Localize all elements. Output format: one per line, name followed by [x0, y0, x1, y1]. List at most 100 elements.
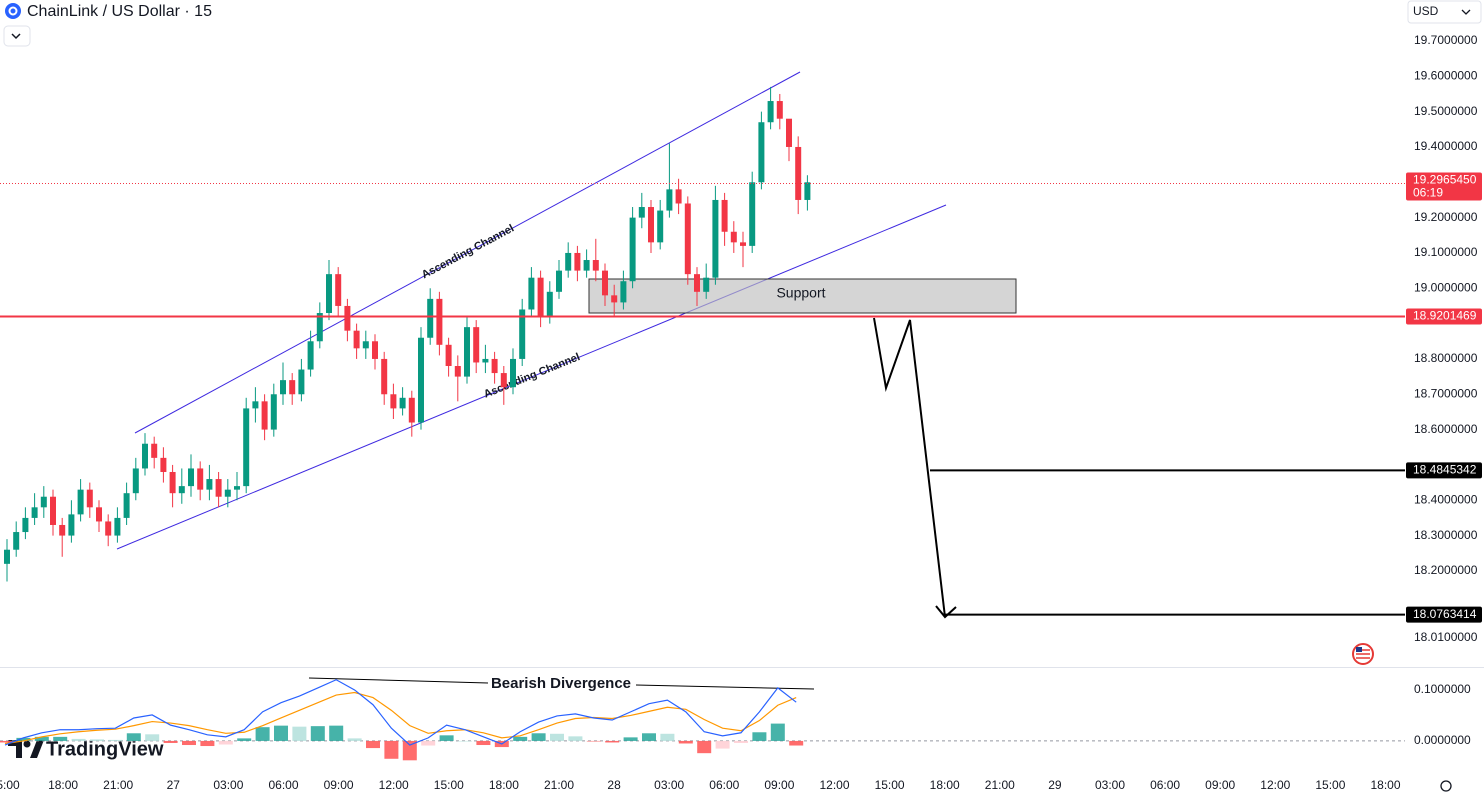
candle-body	[399, 397, 406, 409]
candle-body	[519, 309, 526, 359]
y-tick-label: 18.6000000	[1414, 422, 1478, 436]
candle-body	[234, 486, 240, 490]
y-tick-label: 18.0100000	[1414, 630, 1478, 644]
candle-body	[243, 408, 250, 487]
candle-body	[77, 489, 84, 515]
y-tick-label: 18.8000000	[1414, 351, 1478, 365]
histogram-bar	[200, 740, 215, 747]
candle-body	[151, 443, 158, 458]
histogram-bar	[292, 726, 307, 741]
x-tick-label: 12:00	[819, 778, 849, 792]
candle-body	[565, 252, 572, 271]
candle-body	[50, 496, 56, 525]
candle-body	[188, 468, 194, 487]
x-tick-label: 29	[1048, 778, 1062, 792]
histogram-bar	[347, 738, 362, 741]
channel-lower[interactable]	[116, 204, 947, 550]
candle-body	[40, 496, 47, 508]
price-badge-label: 18.4845342	[1413, 463, 1477, 477]
symbol-logo-inner	[8, 6, 18, 16]
x-tick-label: 03:00	[213, 778, 243, 792]
histogram-bar	[421, 740, 436, 746]
candle-body	[353, 330, 360, 349]
y-tick-label: 19.0000000	[1414, 280, 1478, 294]
candle-body	[298, 369, 305, 395]
settings-icon[interactable]	[1440, 780, 1452, 792]
histogram-bar	[550, 733, 564, 741]
candle-body	[620, 281, 627, 303]
x-tick-label: 15:00	[434, 778, 464, 792]
divergence-line[interactable]	[635, 684, 815, 690]
candle-body	[252, 401, 259, 409]
histogram-bar	[255, 727, 270, 741]
candle-body	[206, 479, 213, 490]
histogram-bar	[458, 740, 472, 742]
y-tick-label: 19.6000000	[1414, 68, 1478, 82]
channel-upper[interactable]	[134, 71, 801, 434]
candle-body	[703, 277, 710, 292]
histogram-bar	[752, 732, 767, 741]
divergence-line[interactable]	[308, 677, 489, 684]
histogram-bar	[605, 740, 620, 743]
x-tick-label: 21:00	[103, 778, 133, 792]
candle-body	[629, 217, 636, 282]
candle-body	[721, 199, 728, 232]
candle-body	[510, 358, 516, 388]
histogram-bar	[715, 740, 730, 749]
support-zone[interactable]	[588, 278, 1017, 314]
chevron	[11, 33, 21, 40]
candle-body	[142, 443, 148, 469]
price-badge-label: 18.9201469	[1413, 309, 1477, 323]
currency-select[interactable]	[1407, 0, 1482, 24]
macd-line	[4, 679, 797, 746]
histogram-bar	[126, 733, 141, 741]
support-label: Support	[776, 285, 825, 301]
x-tick-label: 03:00	[1095, 778, 1125, 792]
candle-body	[602, 270, 608, 296]
candle-body	[694, 274, 700, 292]
x-tick-label: 03:00	[654, 778, 684, 792]
histogram-bar	[734, 740, 748, 743]
histogram-bar	[16, 737, 31, 741]
y-tick-label: 19.4000000	[1414, 139, 1478, 153]
histogram-bar	[145, 734, 160, 741]
candle-body	[169, 471, 176, 494]
y-tick-label: 19.1000000	[1414, 245, 1478, 259]
candle-body	[316, 313, 323, 342]
histogram-bar	[163, 740, 178, 743]
histogram-bar	[697, 740, 712, 754]
candle-body	[335, 274, 342, 306]
histogram-bar	[402, 740, 417, 761]
signal-line	[4, 691, 797, 745]
candle-body	[464, 327, 470, 377]
candle-body	[592, 260, 599, 271]
candle-body	[574, 252, 581, 271]
x-tick-label: 27	[167, 778, 181, 792]
brand-name: TradingView	[46, 738, 164, 760]
candle-body	[767, 101, 774, 123]
x-tick-label: 09:00	[764, 778, 794, 792]
histogram-bar	[568, 736, 583, 741]
histogram-bar	[274, 725, 288, 741]
candle-body	[804, 182, 811, 200]
chevron	[1461, 9, 1471, 15]
price-badge	[1406, 462, 1482, 479]
brand-mark	[30, 740, 44, 758]
candle-body	[31, 507, 38, 518]
histogram-bar	[34, 736, 49, 741]
y-tick-label: 19.7000000	[1414, 33, 1478, 47]
candle-body	[491, 358, 498, 374]
y-tick-label: 18.3000000	[1414, 528, 1478, 542]
candle-body	[114, 517, 121, 536]
projection-path[interactable]	[873, 317, 957, 619]
histogram-bar	[384, 740, 399, 759]
x-tick-label: 09:00	[324, 778, 354, 792]
candle-body	[500, 373, 507, 388]
symbol-title[interactable]: ChainLink / US Dollar · 15	[27, 3, 212, 20]
histogram-bar	[53, 736, 68, 741]
candle-body	[776, 101, 783, 119]
y-tick-label: 19.5000000	[1414, 104, 1478, 118]
candle-body	[132, 468, 139, 494]
x-tick-label: 28	[607, 778, 621, 792]
histogram-bar	[237, 738, 252, 741]
